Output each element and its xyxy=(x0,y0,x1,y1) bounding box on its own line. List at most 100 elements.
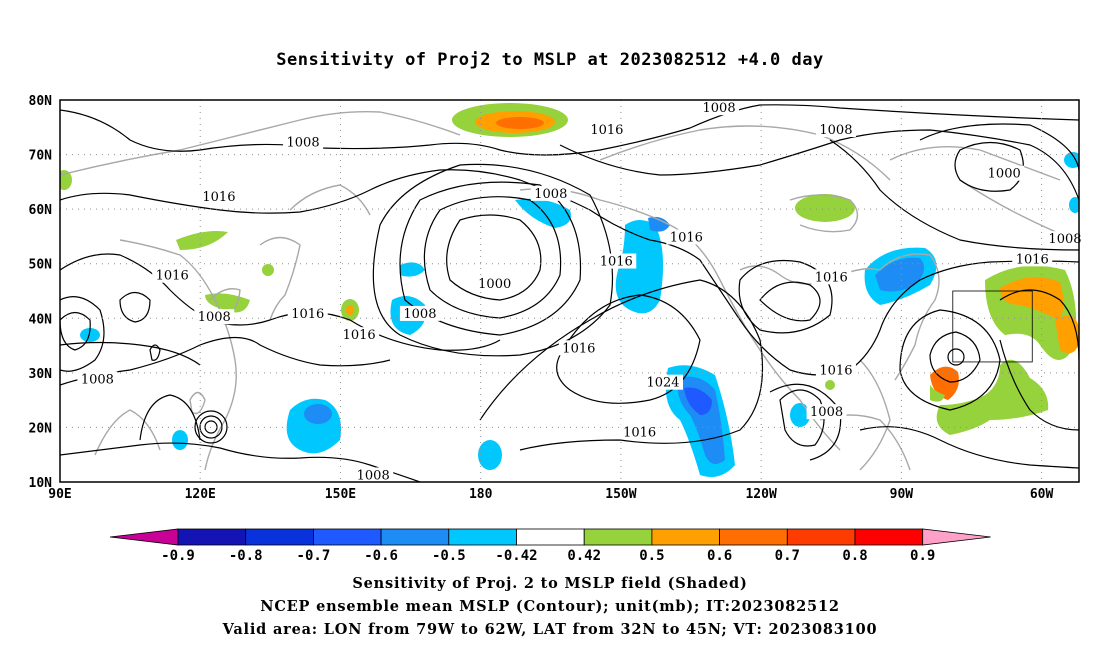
shading-blob xyxy=(176,231,228,250)
contour-label: 1008 xyxy=(819,123,852,138)
contour-label-bg xyxy=(815,122,856,138)
lat-tick-label: 10N xyxy=(29,476,53,491)
caption-shaded: Sensitivity of Proj. 2 to MSLP field (Sh… xyxy=(352,575,748,592)
contour-label: 1016 xyxy=(590,123,623,138)
contour-label-bg xyxy=(339,327,380,343)
shading-blob xyxy=(478,440,502,470)
contour-label-bg xyxy=(699,100,740,116)
colorbar-label: 0.9 xyxy=(910,548,935,564)
lon-tick-label: 60W xyxy=(1030,487,1054,502)
contour-label: 1016 xyxy=(562,341,595,356)
contour-label-bg xyxy=(353,467,394,483)
contour-label: 1008 xyxy=(810,405,843,420)
contour-label: 1000 xyxy=(988,167,1021,182)
contour-label-bg xyxy=(1012,251,1053,267)
colorbar-label: -0.5 xyxy=(432,548,466,564)
lat-tick-label: 70N xyxy=(29,149,53,164)
contour-label-bg xyxy=(811,269,852,285)
shading-blob xyxy=(825,380,835,390)
contour-label-bg xyxy=(806,404,847,420)
colorbar-label: -0.8 xyxy=(229,548,263,564)
map-frame xyxy=(59,99,1080,483)
shading-blob xyxy=(346,305,354,315)
colorbar-label: 0.5 xyxy=(639,548,664,564)
contour-label-bg xyxy=(558,340,599,356)
contour-label: 1024 xyxy=(646,376,679,391)
lat-tick-label: 20N xyxy=(29,421,53,436)
contour-label-bg xyxy=(283,134,324,150)
contour-label: 1008 xyxy=(287,136,320,151)
shading-blob xyxy=(286,398,341,454)
contour-label: 1008 xyxy=(357,468,390,483)
valid-area-box xyxy=(952,290,1033,363)
mslp-contours xyxy=(60,104,1079,482)
contour-label-bg xyxy=(815,362,856,378)
contour-label: 1008 xyxy=(1048,232,1081,247)
contour-label: 1008 xyxy=(403,307,436,322)
caption-valid-area: Valid area: LON from 79W to 62W, LAT fro… xyxy=(222,621,878,638)
sensitivity-shading xyxy=(60,103,1079,478)
lon-tick-label: 120E xyxy=(185,487,216,502)
contour-label-bg xyxy=(399,305,440,321)
shading-blob xyxy=(60,170,72,190)
colorbar-segment xyxy=(380,528,450,546)
map-title: Sensitivity of Proj2 to MSLP at 20230825… xyxy=(276,50,824,70)
shading-blob xyxy=(864,247,937,305)
colorbar-label: -0.6 xyxy=(364,548,398,564)
caption-contour: NCEP ensemble mean MSLP (Contour); unit(… xyxy=(260,598,840,615)
contour-label: 1016 xyxy=(156,269,189,284)
colorbar-segment xyxy=(651,528,721,546)
colorbar-label: 0.6 xyxy=(707,548,732,564)
lon-tick-label: 90E xyxy=(48,487,71,502)
colorbar-label: -0.9 xyxy=(161,548,195,564)
contour-label-bg xyxy=(586,122,627,138)
contour-label-bg xyxy=(642,374,683,390)
contour-label: 1016 xyxy=(815,270,848,285)
contour-label: 1016 xyxy=(600,255,633,270)
shading-blob xyxy=(930,359,1049,435)
shading-blob xyxy=(515,198,571,228)
contour-label-bg xyxy=(287,305,328,321)
colorbar-segment xyxy=(854,528,924,546)
lon-tick-label: 120W xyxy=(745,487,776,502)
contour-label-bg xyxy=(530,185,571,201)
colorbar-label: -0.7 xyxy=(297,548,331,564)
coastlines xyxy=(60,111,1076,471)
contour-label-bg xyxy=(77,371,118,387)
lon-tick-label: 150E xyxy=(325,487,356,502)
shading-blob xyxy=(262,264,274,276)
shading-blob xyxy=(790,403,810,427)
colorbar-segment xyxy=(583,528,653,546)
contour-label: 1008 xyxy=(81,372,114,387)
colorbar-segment xyxy=(719,528,788,546)
colorbar-segment xyxy=(312,528,382,546)
contour-label-bg xyxy=(474,275,515,291)
colorbar-label: 0.8 xyxy=(842,548,867,564)
contour-label-bg xyxy=(596,253,637,269)
colorbar-segment xyxy=(245,528,314,546)
contour-label: 1016 xyxy=(819,364,852,379)
shading-blob xyxy=(1064,152,1079,168)
shading-blob xyxy=(172,430,188,450)
colorbar-arrow-low xyxy=(109,528,179,546)
contour-label: 1000 xyxy=(478,277,511,292)
colorbar-label: -0.42 xyxy=(495,548,537,564)
contour-label: 1008 xyxy=(703,101,736,116)
contour-label-bg xyxy=(666,229,707,245)
contour-label-bg xyxy=(198,189,239,205)
contour-label: 1016 xyxy=(1016,252,1049,267)
contour-label: 1008 xyxy=(198,310,231,325)
shading-blob xyxy=(452,103,568,137)
shading-blob xyxy=(400,262,425,277)
colorbar-label: 0.7 xyxy=(775,548,800,564)
lon-tick-label: 180 xyxy=(469,487,493,502)
contour-label-bg xyxy=(152,267,193,283)
contour-label: 1008 xyxy=(534,187,567,202)
contour-label-bg xyxy=(1044,231,1085,247)
lon-tick-label: 150W xyxy=(605,487,636,502)
colorbar-segment xyxy=(786,528,856,546)
lat-tick-label: 50N xyxy=(29,258,53,273)
colorbar-arrow-high xyxy=(922,528,991,546)
contour-label-bg xyxy=(984,165,1025,181)
shading-blob xyxy=(1069,197,1079,213)
